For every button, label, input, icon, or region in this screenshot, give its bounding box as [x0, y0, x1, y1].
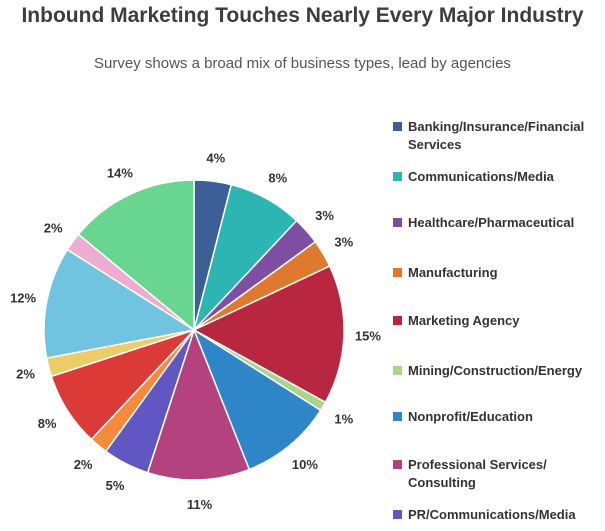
slice-label-5: 1% — [334, 412, 353, 427]
slice-label-11: 2% — [16, 366, 35, 381]
legend-swatch — [393, 268, 402, 277]
slice-label-2: 3% — [315, 208, 334, 223]
legend-swatch — [393, 412, 402, 421]
chart-subtitle: Survey shows a broad mix of business typ… — [94, 55, 511, 72]
slice-label-13: 2% — [44, 221, 63, 236]
legend-label: Mining/Construction/Energy — [408, 363, 583, 378]
slice-label-1: 8% — [268, 171, 287, 186]
pie-slice-14 — [77, 179, 195, 332]
slice-label-9: 2% — [74, 457, 93, 472]
legend-swatch — [393, 460, 402, 469]
slice-label-3: 3% — [334, 234, 353, 249]
pie-slice-6 — [192, 328, 322, 471]
legend-swatch — [393, 366, 402, 375]
legend-label: Healthcare/Pharmaceutical — [408, 215, 575, 230]
pie-slice-7 — [146, 327, 251, 481]
pie-slice-12 — [43, 248, 197, 359]
chart-title: Inbound Marketing Touches Nearly Every M… — [21, 4, 584, 27]
legend-label: Nonprofit/Education — [408, 409, 533, 424]
legend-swatch — [393, 316, 402, 325]
slice-label-8: 5% — [106, 478, 125, 493]
legend-swatch — [393, 122, 402, 131]
legend-swatch — [393, 218, 402, 227]
slice-label-7: 11% — [187, 497, 213, 512]
slice-label-6: 10% — [292, 457, 318, 472]
legend-swatch — [393, 172, 402, 181]
slice-label-0: 4% — [206, 150, 225, 165]
legend-label: Communications/Media — [408, 169, 554, 184]
slice-label-14: 14% — [107, 166, 133, 181]
slice-label-10: 8% — [38, 416, 57, 431]
legend-label: Banking/Insurance/Financial Services — [408, 119, 585, 152]
slice-label-4: 15% — [355, 329, 381, 344]
legend-label: Marketing Agency — [408, 313, 520, 328]
legend-label: PR/Communications/Media — [408, 507, 576, 522]
legend-label: Manufacturing — [408, 265, 498, 280]
legend-swatch — [393, 510, 402, 519]
pie-slice-4 — [192, 265, 345, 404]
legend-label: Professional Services/ Consulting — [408, 457, 547, 490]
slice-label-12: 12% — [10, 290, 36, 305]
